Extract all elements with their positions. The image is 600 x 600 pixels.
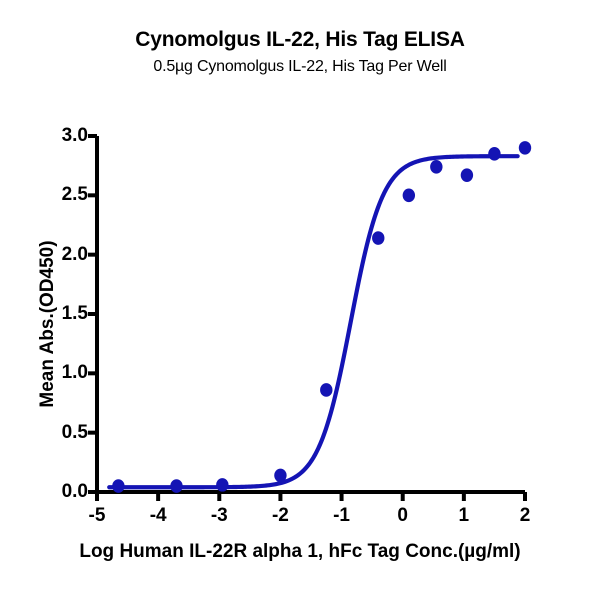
data-point: [488, 147, 501, 161]
axis-lines: [95, 136, 525, 494]
data-point: [216, 478, 229, 492]
data-point: [170, 479, 183, 493]
y-axis-tick-label: 0.5: [61, 421, 88, 443]
y-axis-tick-label: 3.0: [61, 125, 88, 146]
x-axis-tick-label: -2: [271, 505, 289, 526]
sigmoid-fit-curve: [107, 154, 520, 490]
x-axis-tick-label: 1: [458, 505, 470, 526]
data-point: [402, 188, 416, 203]
data-point-markers: [112, 141, 532, 493]
data-point: [430, 160, 443, 174]
data-point: [460, 168, 474, 182]
x-axis-title: Log Human IL-22R alpha 1, hFc Tag Conc.(…: [79, 541, 521, 562]
y-axis-tick-label: 2.5: [61, 184, 88, 206]
x-axis-ticks: [95, 492, 527, 501]
y-axis-tick-label: 2.0: [61, 243, 88, 265]
y-axis-title: Mean Abs.(OD450): [37, 240, 58, 408]
chart-title: Cynomolgus IL-22, His Tag ELISA: [135, 28, 465, 51]
x-axis-tick-label: 0: [397, 505, 408, 526]
x-axis-tick-label: -4: [149, 505, 167, 526]
data-point: [274, 468, 287, 483]
y-axis-tick-label: 1.5: [61, 303, 88, 324]
data-point: [518, 141, 532, 155]
x-axis-tick-label: -1: [333, 505, 351, 526]
y-axis-tick-label: 1.0: [61, 362, 88, 384]
chart-subtitle: 0.5µg Cynomolgus IL-22, His Tag Per Well: [153, 58, 447, 75]
data-point: [112, 479, 125, 493]
y-axis-tick-label: 0.0: [61, 481, 88, 502]
data-point: [372, 231, 385, 245]
x-axis-tick-label: 2: [519, 505, 531, 526]
data-point: [320, 383, 333, 397]
x-axis-tick-label: -3: [210, 505, 228, 526]
x-axis-tick-label: -5: [88, 505, 106, 526]
